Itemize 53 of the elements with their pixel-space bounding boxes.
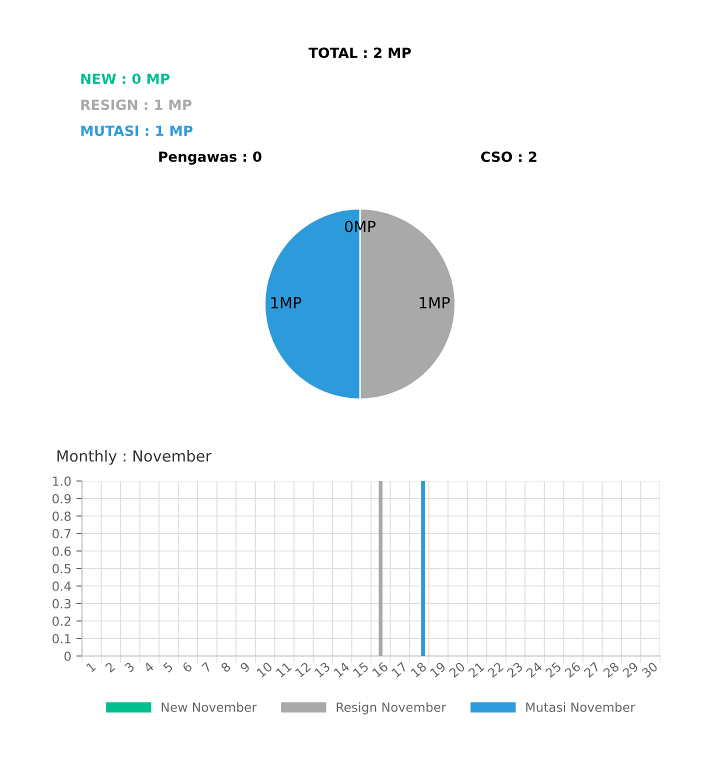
x-tick-label: 14 <box>333 662 350 678</box>
chart-title: Monthly : November <box>57 450 212 465</box>
x-tick-label: 18 <box>410 662 427 678</box>
legend-label: Mutasi November <box>526 702 636 712</box>
x-tick-label: 28 <box>602 662 620 678</box>
x-tick-label: 17 <box>391 662 408 678</box>
x-tick-label: 19 <box>430 662 446 678</box>
text: NEW : 0 MP <box>81 74 170 84</box>
x-tick-label: 30 <box>641 662 658 678</box>
y-tick-label: 0.4 <box>52 581 71 591</box>
text: Pengawas : 0 <box>159 151 262 165</box>
x-tick-label: 5 <box>162 662 174 673</box>
x-tick-label: 23 <box>506 662 524 678</box>
x-tick-label: 15 <box>352 662 369 678</box>
x-tick-label: 25 <box>544 662 562 678</box>
x-tick-label: 8 <box>220 662 232 673</box>
text: CSO : 2 <box>481 152 536 162</box>
text: MUTASI : 1 MP <box>81 126 193 136</box>
x-tick-label: 11 <box>276 662 292 678</box>
x-tick-label: 20 <box>448 662 466 678</box>
y-tick-label: 0.1 <box>52 634 70 644</box>
x-tick-label: 24 <box>526 661 543 678</box>
y-tick-label: 0.2 <box>52 616 70 626</box>
x-tick-label: 22 <box>487 662 504 678</box>
x-tick-label: 9 <box>240 662 250 673</box>
legend-label: New November <box>162 702 257 712</box>
x-tick-label: 2 <box>104 662 116 673</box>
x-tick-label: 10 <box>256 662 273 678</box>
text: RESIGN : 1 MP <box>81 100 192 110</box>
x-tick-label: 27 <box>583 662 600 678</box>
chart-title: TOTAL : 2 MP <box>308 48 411 58</box>
x-tick-label: 13 <box>314 662 330 678</box>
x-tick-label: 6 <box>182 662 193 673</box>
y-tick-label: 0.7 <box>52 528 71 538</box>
x-tick-label: 21 <box>468 662 484 678</box>
x-tick-label: 26 <box>564 662 582 678</box>
x-tick-label: 7 <box>201 662 212 673</box>
y-tick-label: 0.6 <box>52 546 71 556</box>
x-tick-label: 12 <box>294 662 311 678</box>
x-tick-label: 1 <box>86 662 96 672</box>
x-tick-label: 29 <box>622 662 639 678</box>
x-tick-label: 4 <box>143 662 154 673</box>
x-tick-label: 16 <box>372 662 388 678</box>
y-tick-label: 0.9 <box>52 494 71 504</box>
x-tick-label: 3 <box>124 662 135 673</box>
data-label: 1MP <box>271 297 302 308</box>
y-tick-label: 0 <box>64 651 71 661</box>
legend-label: Resign November <box>336 702 446 714</box>
data-label: 1MP <box>420 297 450 308</box>
y-tick-label: 0.5 <box>52 564 70 574</box>
y-tick-label: 0.3 <box>52 598 71 608</box>
y-tick-label: 1.0 <box>53 476 71 486</box>
y-tick-label: 0.8 <box>52 511 71 521</box>
